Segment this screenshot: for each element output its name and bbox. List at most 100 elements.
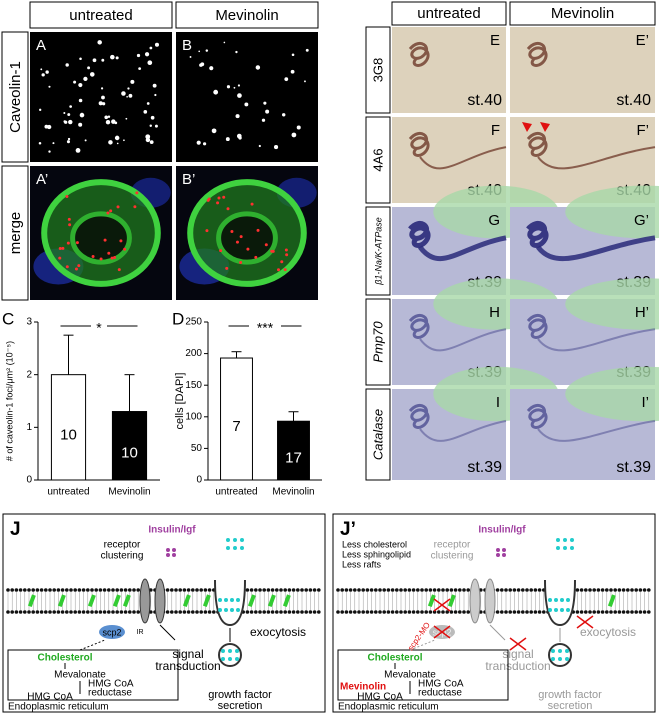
pronephros-coil	[526, 42, 548, 67]
y-axis-label: cells [DAPI]	[174, 373, 186, 430]
lipid-head	[203, 588, 208, 592]
lipid-head	[529, 588, 533, 592]
red-foci	[123, 247, 127, 251]
factor-dot	[554, 598, 558, 602]
foci-dot	[235, 114, 240, 119]
red-foci	[106, 211, 110, 215]
stage-label: st.40	[467, 92, 502, 109]
secreted-factor	[240, 546, 244, 550]
foci-dot	[67, 113, 71, 117]
lipid-head	[10, 588, 14, 592]
ligand-label: Insulin/Igf	[478, 525, 526, 536]
lipid-head	[390, 610, 395, 614]
lipid-head	[630, 610, 634, 614]
lipid-head	[73, 610, 77, 614]
secretion-label: growth factor	[208, 689, 272, 701]
factor-dot	[230, 598, 234, 602]
foci-dot	[291, 132, 297, 138]
lipid-head	[344, 610, 349, 614]
red-foci	[216, 201, 220, 205]
lipid-head	[399, 610, 403, 614]
exocytosis-label: exocytosis	[580, 625, 636, 639]
foci-dot	[128, 93, 133, 98]
lipid-head	[35, 588, 40, 592]
lipid-head	[296, 610, 300, 614]
column-header: untreated	[417, 5, 480, 22]
red-foci	[58, 256, 62, 260]
lipid-head	[165, 588, 170, 592]
lipid-head	[170, 610, 174, 614]
lipid-head	[584, 588, 588, 592]
yolk-region	[565, 185, 659, 239]
cholesterol-label: Cholesterol	[37, 653, 92, 664]
red-foci	[61, 246, 65, 250]
substrate-label: HMG CoA	[27, 692, 73, 703]
foci-dot	[291, 53, 295, 57]
red-foci	[256, 228, 260, 232]
foci-dot	[143, 110, 148, 114]
lipid-head	[39, 588, 44, 592]
lipid-head	[203, 610, 208, 614]
lipid-head	[445, 610, 450, 614]
foci-dot	[263, 101, 267, 105]
row-label-box	[1, 31, 29, 163]
panel-letter: C	[2, 309, 14, 328]
foci-dot	[226, 85, 231, 89]
lipid-head	[60, 588, 65, 592]
lipid-head	[81, 588, 86, 592]
lipid-head	[165, 610, 170, 614]
lipid-head	[647, 610, 651, 614]
lipid-head	[533, 610, 538, 614]
lipid-head	[348, 610, 353, 614]
foci-dot	[146, 102, 150, 105]
foci-dot	[149, 124, 152, 127]
factor-dot	[548, 598, 552, 602]
ligand	[172, 553, 176, 557]
cholesterol-raft	[202, 594, 211, 608]
enzyme-label: reductase	[88, 688, 132, 699]
lipid-head	[626, 588, 630, 592]
foci-dot	[144, 52, 150, 57]
lipid-head	[44, 610, 48, 614]
n-label: 7	[232, 418, 240, 435]
lipid-head	[365, 610, 370, 614]
y-tick-label: 0	[26, 475, 32, 486]
lipid-head	[416, 588, 420, 592]
lipid-head	[411, 610, 416, 614]
red-foci	[271, 249, 275, 253]
receptor-clustering: clustering	[101, 551, 144, 562]
row-label: Pmp70	[370, 321, 385, 363]
cholesterol-raft	[247, 594, 256, 608]
foci-dot	[202, 142, 207, 146]
secreted-factor	[556, 538, 560, 542]
lipid-head	[634, 588, 638, 592]
lipid-head	[291, 610, 296, 614]
foci-dot	[145, 134, 151, 140]
lipid-head	[600, 610, 605, 614]
lipid-head	[642, 610, 647, 614]
panel-letter: I’	[642, 394, 650, 411]
column-header: Mevinolin	[551, 5, 614, 22]
secreted-factor	[233, 546, 237, 550]
red-foci	[67, 217, 71, 221]
lipid-head	[291, 588, 296, 592]
lipid-head	[6, 610, 10, 614]
lipid-head	[6, 588, 10, 592]
ligand	[172, 548, 176, 552]
lipid-head	[542, 610, 546, 614]
lipid-head	[353, 610, 357, 614]
lipid-head	[361, 588, 366, 592]
lipid-head	[340, 588, 345, 592]
foci-dot	[92, 58, 97, 63]
lipid-head	[69, 588, 73, 592]
lipid-head	[304, 610, 309, 614]
significance-label: ***	[257, 320, 274, 336]
foci-dot	[154, 93, 157, 97]
red-foci	[205, 229, 209, 233]
y-tick-label: 3	[26, 317, 32, 328]
foci-dot	[115, 56, 119, 60]
cholesterol-raft	[607, 594, 616, 608]
column-header-box	[175, 1, 319, 29]
lipid-head	[621, 610, 626, 614]
panel-letter: F	[491, 122, 500, 139]
